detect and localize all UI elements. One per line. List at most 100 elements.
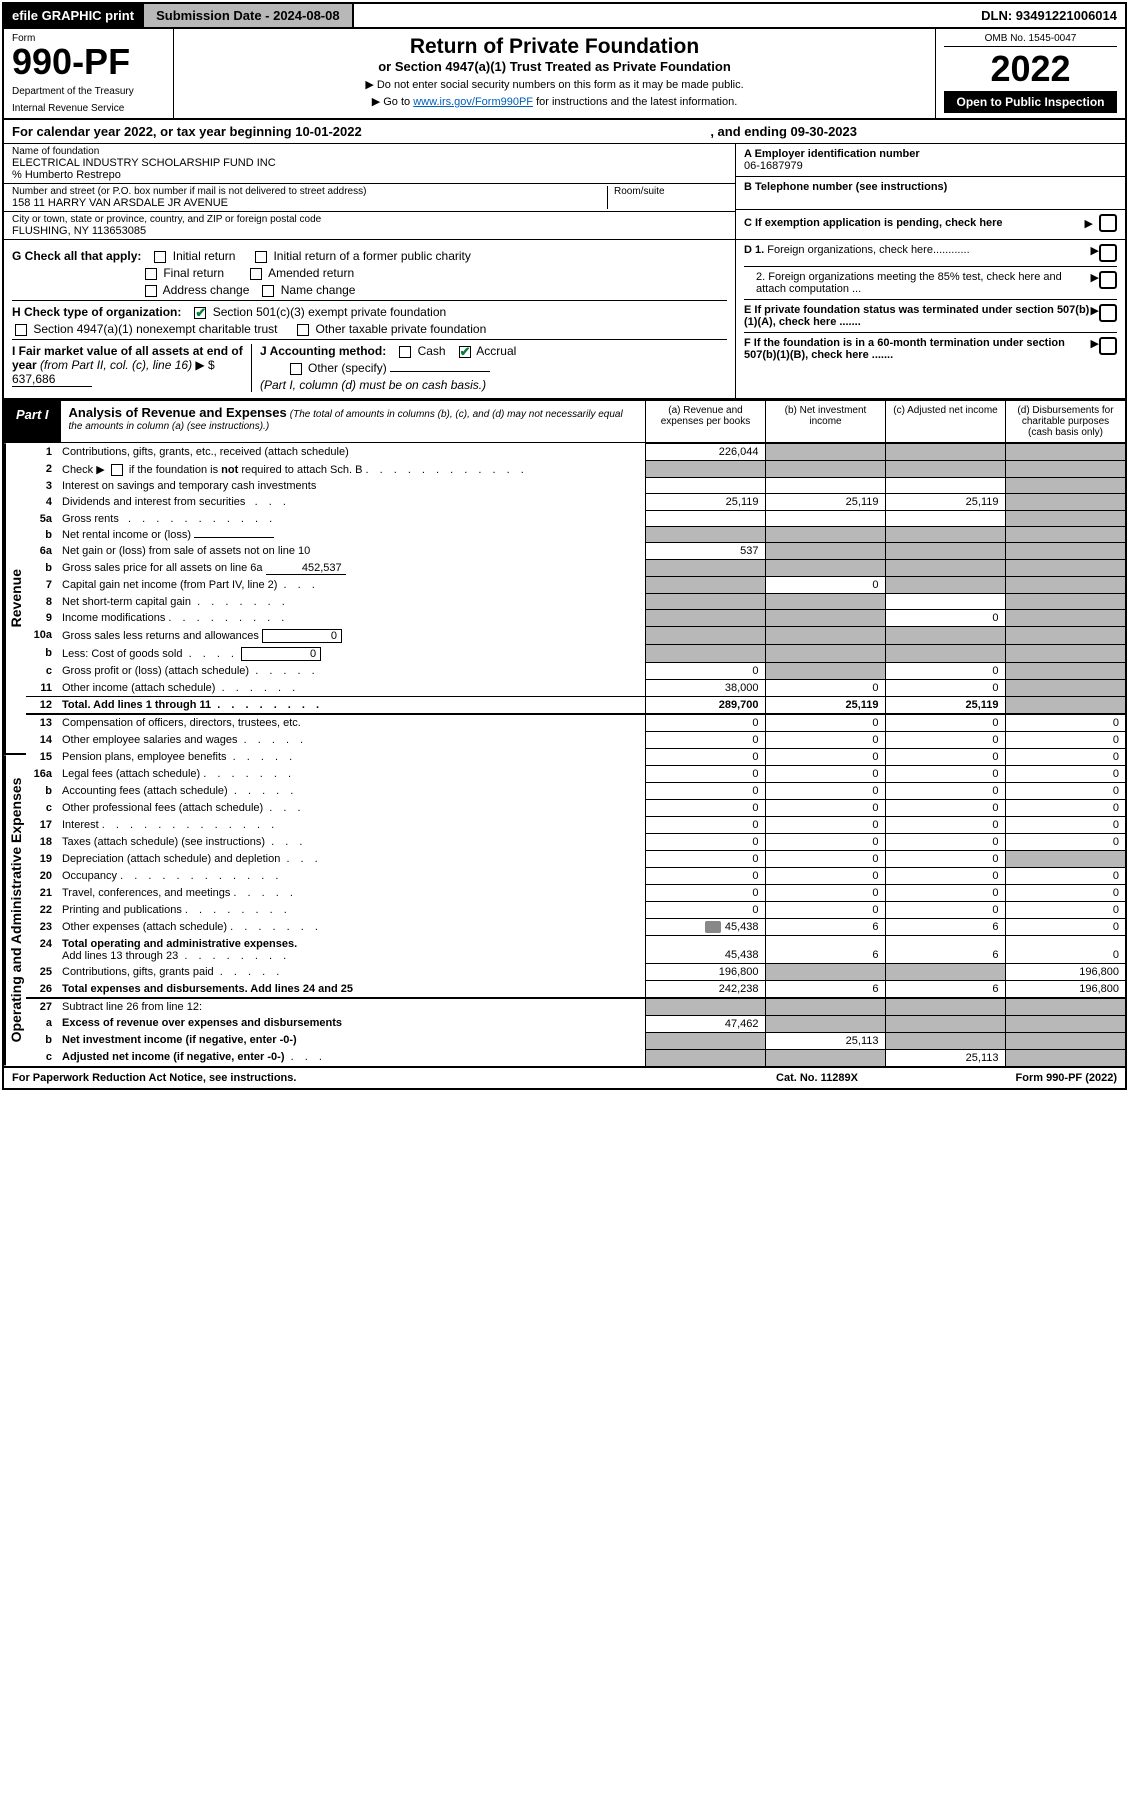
row-10a: 10aGross sales less returns and allowanc… [26,627,1125,645]
form990pf-link[interactable]: www.irs.gov/Form990PF [413,96,533,108]
street-address: 158 11 HARRY VAN ARSDALE JR AVENUE [12,197,607,209]
row-7: 7Capital gain net income (from Part IV, … [26,577,1125,594]
foreign-org-checkbox[interactable] [1099,244,1117,262]
form-990pf-page: efile GRAPHIC print Submission Date - 20… [2,2,1127,1090]
row-5a: 5aGross rents . . . . . . . . . . . [26,511,1125,527]
row-25: 25Contributions, gifts, grants paid . . … [26,964,1125,981]
exemption-checkbox[interactable] [1099,214,1117,232]
room-suite-label: Room/suite [614,186,727,197]
60month-checkbox[interactable] [1099,337,1117,355]
row-22: 22Printing and publications . . . . . . … [26,902,1125,919]
row-18: 18Taxes (attach schedule) (see instructi… [26,834,1125,851]
501c3-checkbox[interactable] [194,307,206,319]
tax-year-begin: For calendar year 2022, or tax year begi… [12,124,710,139]
row-12: 12Total. Add lines 1 through 11 . . . . … [26,697,1125,715]
catalog-number: Cat. No. 11289X [717,1072,917,1084]
topbar: efile GRAPHIC print Submission Date - 20… [4,4,1125,29]
row-2: 2Check ▶ if the foundation is not requir… [26,461,1125,478]
row-4: 4Dividends and interest from securities … [26,494,1125,511]
row-8: 8Net short-term capital gain . . . . . .… [26,594,1125,610]
form-header: Form 990-PF Department of the Treasury I… [4,29,1125,120]
row-27c: cAdjusted net income (if negative, enter… [26,1049,1125,1066]
row-9: 9Income modifications . . . . . . . . .0 [26,610,1125,627]
exemption-pending-row: C If exemption application is pending, c… [736,210,1125,236]
irs-label: Internal Revenue Service [12,103,165,114]
header-center: Return of Private Foundation or Section … [174,29,935,118]
name-change-checkbox[interactable] [262,285,274,297]
d2-row: 2. Foreign organizations meeting the 85%… [744,271,1117,300]
paperwork-notice: For Paperwork Reduction Act Notice, see … [12,1072,717,1084]
row-16c: cOther professional fees (attach schedul… [26,800,1125,817]
address-row: Number and street (or P.O. box number if… [4,184,735,212]
header-right: OMB No. 1545-0047 2022 Open to Public In… [935,29,1125,118]
d1-row: D 1. D 1. Foreign organizations, check h… [744,244,1117,267]
part1-header: Part I Analysis of Revenue and Expenses … [4,399,1125,443]
row-13: 13Compensation of officers, directors, t… [26,714,1125,732]
accrual-checkbox[interactable] [459,346,471,358]
header-left: Form 990-PF Department of the Treasury I… [4,29,174,118]
entity-info: Name of foundation ELECTRICAL INDUSTRY S… [4,144,1125,240]
form-title: Return of Private Foundation [194,35,915,59]
row-23: 23Other expenses (attach schedule) . . .… [26,919,1125,936]
dln-number: DLN: 93491221006014 [973,4,1125,27]
row-17: 17Interest . . . . . . . . . . . . .0000 [26,817,1125,834]
foreign-85-checkbox[interactable] [1099,271,1117,289]
4947-checkbox[interactable] [15,324,27,336]
e-row: E If private foundation status was termi… [744,304,1117,333]
ein-value: 06-1687979 [744,160,1117,172]
header-bullet2: ▶ Go to www.irs.gov/Form990PF for instru… [194,95,915,108]
form-number: 990-PF [12,44,165,80]
open-public-badge: Open to Public Inspection [944,91,1117,113]
initial-return-checkbox[interactable] [154,251,166,263]
page-footer: For Paperwork Reduction Act Notice, see … [4,1068,1125,1088]
row-1: 1Contributions, gifts, grants, etc., rec… [26,444,1125,461]
schb-checkbox[interactable] [111,464,123,476]
revenue-expenses-table: 1Contributions, gifts, grants, etc., rec… [26,443,1125,1066]
row-16b: bAccounting fees (attach schedule) . . .… [26,783,1125,800]
fmv-value: 637,686 [12,372,92,387]
final-return-checkbox[interactable] [145,268,157,280]
row-15: 15Pension plans, employee benefits . . .… [26,749,1125,766]
row-24: 24Total operating and administrative exp… [26,936,1125,964]
row-3: 3Interest on savings and temporary cash … [26,478,1125,494]
city-state-zip: FLUSHING, NY 113653085 [12,225,727,237]
header-bullet1: ▶ Do not enter social security numbers o… [194,78,915,91]
check-g-row: G Check all that apply: Initial return I… [12,249,727,263]
other-method-checkbox[interactable] [290,363,302,375]
col-b-header: (b) Net investment income [765,401,885,442]
form-ref: Form 990-PF (2022) [917,1072,1117,1084]
care-of: % Humberto Restrepo [12,169,727,181]
omb-number: OMB No. 1545-0047 [944,33,1117,47]
part1-label: Part I [4,401,61,442]
expenses-side-label: Operating and Administrative Expenses [4,755,26,1065]
other-taxable-checkbox[interactable] [297,324,309,336]
tax-year: 2022 [944,51,1117,87]
terminated-checkbox[interactable] [1099,304,1117,322]
tax-year-end: 09-30-2023 [791,124,858,139]
foundation-name: ELECTRICAL INDUSTRY SCHOLARSHIP FUND INC [12,157,727,169]
foundation-name-row: Name of foundation ELECTRICAL INDUSTRY S… [4,144,735,184]
amended-return-checkbox[interactable] [250,268,262,280]
col-c-header: (c) Adjusted net income [885,401,1005,442]
row-27: 27Subtract line 26 from line 12: [26,998,1125,1015]
col-a-header: (a) Revenue and expenses per books [645,401,765,442]
row-14: 14Other employee salaries and wages . . … [26,732,1125,749]
ein-row: A Employer identification number 06-1687… [736,144,1125,177]
row-5b: bNet rental income or (loss) [26,527,1125,543]
initial-former-checkbox[interactable] [255,251,267,263]
row-26: 26Total expenses and disbursements. Add … [26,981,1125,999]
check-h-row: H Check type of organization: Section 50… [12,300,727,319]
schedule-icon[interactable] [705,921,721,933]
cash-checkbox[interactable] [399,346,411,358]
row-27a: aExcess of revenue over expenses and dis… [26,1015,1125,1032]
row-10c: cGross profit or (loss) (attach schedule… [26,663,1125,680]
submission-date: Submission Date - 2024-08-08 [142,4,354,27]
row-16a: 16aLegal fees (attach schedule) . . . . … [26,766,1125,783]
address-change-checkbox[interactable] [145,285,157,297]
section-i-j: I Fair market value of all assets at end… [12,339,727,392]
row-27b: bNet investment income (if negative, ent… [26,1032,1125,1049]
row-21: 21Travel, conferences, and meetings . . … [26,885,1125,902]
revenue-side-label: Revenue [4,443,26,753]
phone-row: B Telephone number (see instructions) [736,177,1125,210]
section-g-h: G Check all that apply: Initial return I… [4,240,1125,399]
